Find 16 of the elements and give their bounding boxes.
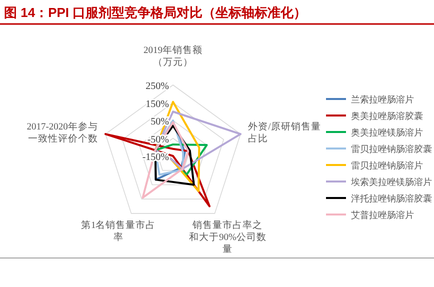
legend-label: 埃索美拉唑镁肠溶片 [350,177,432,187]
legend-label: 泮托拉唑钠肠溶胶囊 [351,194,432,204]
legend-label: 雷贝拉唑钠肠溶胶囊 [351,144,432,154]
spoke-label: 2019年销售额（万元） [144,44,202,68]
spoke-label: 2017-2020年参与一致性评价个数 [26,120,98,145]
spoke-label: 销售量市占率之和大于90%公司数量 [188,218,266,255]
legend-label: 兰索拉唑肠溶片 [351,94,414,104]
y-tick-label: 150% [146,98,169,110]
spoke-label: 第1名销售量市占率 [80,218,156,243]
legend-label: 奥美拉唑肠溶胶囊 [351,111,423,121]
legend-label: 奥美拉唑镁肠溶片 [351,128,423,138]
legend-label: 艾普拉唑肠溶片 [351,210,414,220]
legend-label: 雷贝拉唑钠肠溶片 [351,160,423,170]
title: 图 14：PPI 口服剂型竞争格局对比（坐标轴标准化） [4,5,307,20]
y-tick-label: 250% [146,81,169,92]
spoke-label: 外资/原研销售量占比 [248,120,321,145]
